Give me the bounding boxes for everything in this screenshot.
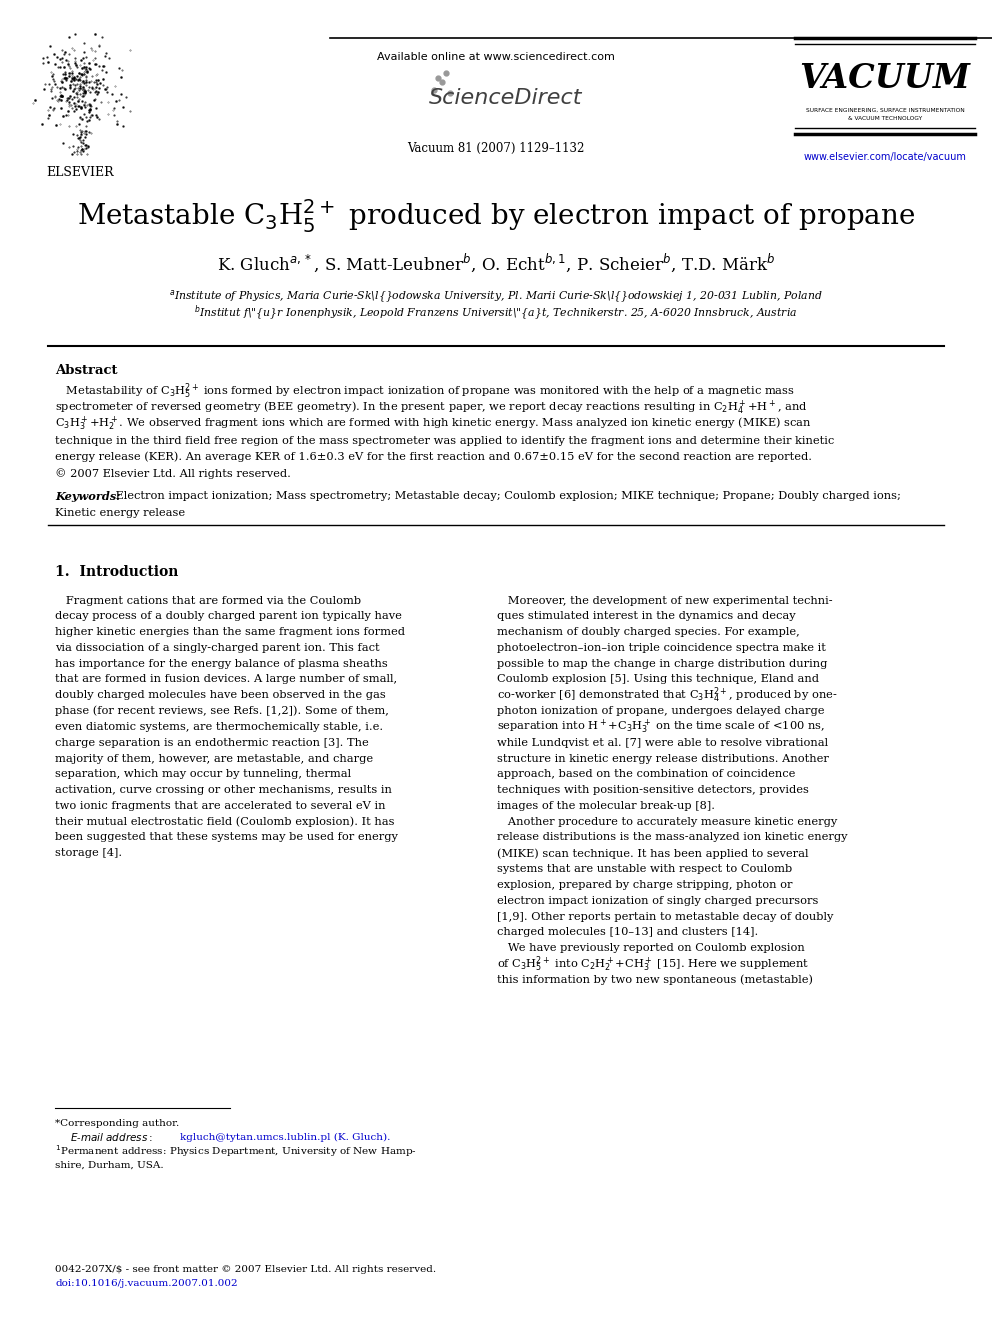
Text: 1.  Introduction: 1. Introduction — [55, 565, 179, 579]
Text: co-worker [6] demonstrated that C$_3$H$_4^{2+}$, produced by one-: co-worker [6] demonstrated that C$_3$H$_… — [497, 685, 837, 705]
Text: technique in the third field free region of the mass spectrometer was applied to: technique in the third field free region… — [55, 435, 834, 446]
Text: photon ionization of propane, undergoes delayed charge: photon ionization of propane, undergoes … — [497, 706, 824, 716]
Text: (MIKE) scan technique. It has been applied to several: (MIKE) scan technique. It has been appli… — [497, 848, 808, 859]
Text: © 2007 Elsevier Ltd. All rights reserved.: © 2007 Elsevier Ltd. All rights reserved… — [55, 468, 291, 479]
Text: majority of them, however, are metastable, and charge: majority of them, however, are metastabl… — [55, 754, 373, 763]
Text: charge separation is an endothermic reaction [3]. The: charge separation is an endothermic reac… — [55, 738, 369, 747]
Text: Available online at www.sciencedirect.com: Available online at www.sciencedirect.co… — [377, 52, 615, 62]
Text: shire, Durham, USA.: shire, Durham, USA. — [55, 1160, 164, 1170]
Text: [1,9]. Other reports pertain to metastable decay of doubly: [1,9]. Other reports pertain to metastab… — [497, 912, 833, 922]
Text: decay process of a doubly charged parent ion typically have: decay process of a doubly charged parent… — [55, 611, 402, 622]
Text: Metastability of C$_3$H$_5^{2+}$ ions formed by electron impact ionization of pr: Metastability of C$_3$H$_5^{2+}$ ions fo… — [55, 381, 795, 401]
Text: even diatomic systems, are thermochemically stable, i.e.: even diatomic systems, are thermochemica… — [55, 722, 383, 732]
Text: release distributions is the mass-analyzed ion kinetic energy: release distributions is the mass-analyz… — [497, 832, 847, 843]
Text: ScienceDirect: ScienceDirect — [430, 89, 582, 108]
Text: & VACUUM TECHNOLOGY: & VACUUM TECHNOLOGY — [848, 116, 922, 122]
Text: Electron impact ionization; Mass spectrometry; Metastable decay; Coulomb explosi: Electron impact ionization; Mass spectro… — [112, 491, 901, 501]
Text: structure in kinetic energy release distributions. Another: structure in kinetic energy release dist… — [497, 754, 829, 763]
Text: Kinetic energy release: Kinetic energy release — [55, 508, 186, 517]
Text: Coulomb explosion [5]. Using this technique, Eland and: Coulomb explosion [5]. Using this techni… — [497, 675, 819, 684]
Text: photoelectron–ion–ion triple coincidence spectra make it: photoelectron–ion–ion triple coincidence… — [497, 643, 826, 652]
Text: explosion, prepared by charge stripping, photon or: explosion, prepared by charge stripping,… — [497, 880, 793, 890]
Text: *Corresponding author.: *Corresponding author. — [55, 1118, 180, 1127]
Text: phase (for recent reviews, see Refs. [1,2]). Some of them,: phase (for recent reviews, see Refs. [1,… — [55, 705, 389, 716]
Text: storage [4].: storage [4]. — [55, 848, 122, 859]
Text: $^b$Institut f\"{u}r Ionenphysik, Leopold Franzens Universit\"{a}t, Technikerstr: $^b$Institut f\"{u}r Ionenphysik, Leopol… — [194, 303, 798, 323]
Text: $^a$Institute of Physics, Maria Curie-Sk\l{}odowska University, Pl. Marii Curie-: $^a$Institute of Physics, Maria Curie-Sk… — [170, 288, 822, 306]
Text: We have previously reported on Coulomb explosion: We have previously reported on Coulomb e… — [497, 943, 805, 953]
Text: C$_3$H$_3^+$+H$_2^+$. We observed fragment ions which are formed with high kinet: C$_3$H$_3^+$+H$_2^+$. We observed fragme… — [55, 415, 811, 433]
Text: two ionic fragments that are accelerated to several eV in: two ionic fragments that are accelerated… — [55, 800, 386, 811]
Text: of C$_3$H$_5^{2+}$ into C$_2$H$_2^+$+CH$_3^+$ [15]. Here we supplement: of C$_3$H$_5^{2+}$ into C$_2$H$_2^+$+CH$… — [497, 954, 809, 974]
Text: SURFACE ENGINEERING, SURFACE INSTRUMENTATION: SURFACE ENGINEERING, SURFACE INSTRUMENTA… — [806, 107, 964, 112]
Text: doubly charged molecules have been observed in the gas: doubly charged molecules have been obser… — [55, 691, 386, 700]
Text: electron impact ionization of singly charged precursors: electron impact ionization of singly cha… — [497, 896, 818, 906]
Text: that are formed in fusion devices. A large number of small,: that are formed in fusion devices. A lar… — [55, 675, 397, 684]
Text: possible to map the change in charge distribution during: possible to map the change in charge dis… — [497, 659, 827, 668]
Text: $\it{E}$-$\it{mail}$ $\it{address:}$: $\it{E}$-$\it{mail}$ $\it{address:}$ — [70, 1131, 156, 1143]
Text: separation, which may occur by tunneling, thermal: separation, which may occur by tunneling… — [55, 769, 351, 779]
Text: doi:10.1016/j.vacuum.2007.01.002: doi:10.1016/j.vacuum.2007.01.002 — [55, 1279, 238, 1289]
Text: www.elsevier.com/locate/vacuum: www.elsevier.com/locate/vacuum — [804, 152, 966, 161]
Text: 0042-207X/$ - see front matter © 2007 Elsevier Ltd. All rights reserved.: 0042-207X/$ - see front matter © 2007 El… — [55, 1266, 436, 1274]
Text: Metastable C$_3$H$_5^{2+}$ produced by electron impact of propane: Metastable C$_3$H$_5^{2+}$ produced by e… — [76, 197, 916, 235]
Text: Vacuum 81 (2007) 1129–1132: Vacuum 81 (2007) 1129–1132 — [408, 142, 584, 155]
Text: Moreover, the development of new experimental techni-: Moreover, the development of new experim… — [497, 595, 832, 606]
Text: approach, based on the combination of coincidence: approach, based on the combination of co… — [497, 769, 796, 779]
Text: kgluch@tytan.umcs.lublin.pl (K. Gluch).: kgluch@tytan.umcs.lublin.pl (K. Gluch). — [180, 1132, 391, 1142]
Text: systems that are unstable with respect to Coulomb: systems that are unstable with respect t… — [497, 864, 793, 875]
Text: techniques with position-sensitive detectors, provides: techniques with position-sensitive detec… — [497, 785, 808, 795]
Text: Another procedure to accurately measure kinetic energy: Another procedure to accurately measure … — [497, 816, 837, 827]
Text: higher kinetic energies than the same fragment ions formed: higher kinetic energies than the same fr… — [55, 627, 405, 638]
Text: this information by two new spontaneous (metastable): this information by two new spontaneous … — [497, 975, 813, 986]
Text: their mutual electrostatic field (Coulomb explosion). It has: their mutual electrostatic field (Coulom… — [55, 816, 395, 827]
Text: spectrometer of reversed geometry (BEE geometry). In the present paper, we repor: spectrometer of reversed geometry (BEE g… — [55, 398, 807, 417]
Text: charged molecules [10–13] and clusters [14].: charged molecules [10–13] and clusters [… — [497, 927, 758, 937]
Text: ques stimulated interest in the dynamics and decay: ques stimulated interest in the dynamics… — [497, 611, 796, 622]
Text: ELSEVIER: ELSEVIER — [47, 167, 114, 180]
Text: VACUUM: VACUUM — [800, 61, 970, 94]
Text: K. Gluch$^{a,*}$, S. Matt-Leubner$^b$, O. Echt$^{b,1}$, P. Scheier$^b$, T.D. Mär: K. Gluch$^{a,*}$, S. Matt-Leubner$^b$, O… — [217, 251, 775, 274]
Text: mechanism of doubly charged species. For example,: mechanism of doubly charged species. For… — [497, 627, 800, 638]
Text: $^1$Permanent address: Physics Department, University of New Hamp-: $^1$Permanent address: Physics Departmen… — [55, 1143, 417, 1159]
Text: Abstract: Abstract — [55, 365, 117, 377]
Text: Fragment cations that are formed via the Coulomb: Fragment cations that are formed via the… — [55, 595, 361, 606]
Text: Keywords:: Keywords: — [55, 491, 120, 501]
Text: been suggested that these systems may be used for energy: been suggested that these systems may be… — [55, 832, 398, 843]
Text: images of the molecular break-up [8].: images of the molecular break-up [8]. — [497, 800, 715, 811]
Text: energy release (KER). An average KER of 1.6±0.3 eV for the first reaction and 0.: energy release (KER). An average KER of … — [55, 451, 812, 462]
Text: activation, curve crossing or other mechanisms, results in: activation, curve crossing or other mech… — [55, 785, 392, 795]
Text: while Lundqvist et al. [7] were able to resolve vibrational: while Lundqvist et al. [7] were able to … — [497, 738, 828, 747]
Text: via dissociation of a singly-charged parent ion. This fact: via dissociation of a singly-charged par… — [55, 643, 380, 652]
Text: separation into H$^+$+C$_3$H$_3^+$ on the time scale of <100 ns,: separation into H$^+$+C$_3$H$_3^+$ on th… — [497, 718, 825, 736]
Text: has importance for the energy balance of plasma sheaths: has importance for the energy balance of… — [55, 659, 388, 668]
